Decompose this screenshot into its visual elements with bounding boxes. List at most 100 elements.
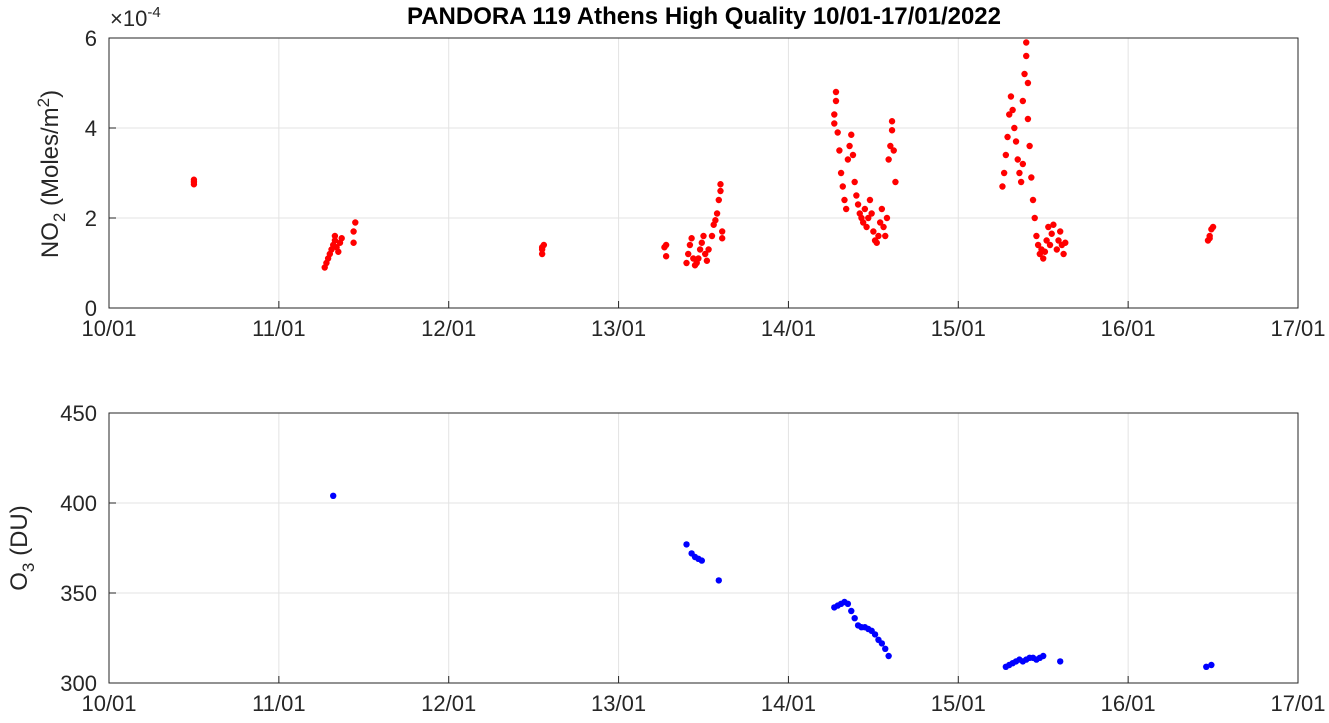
x-tick-label: 15/01 [931, 691, 986, 716]
data-point [844, 156, 852, 163]
y-tick-label: 2 [85, 206, 97, 231]
data-point [834, 129, 841, 136]
data-point [695, 255, 702, 262]
data-point [832, 88, 840, 96]
exponent-power: -4 [147, 4, 160, 21]
data-point [190, 176, 198, 183]
data-point [718, 235, 726, 242]
data-point [1028, 174, 1035, 181]
data-point [331, 232, 339, 240]
data-point [1016, 169, 1023, 177]
data-point [1209, 223, 1217, 231]
y-tick-label: 300 [60, 671, 97, 696]
data-point [836, 147, 843, 154]
data-point [1055, 237, 1062, 244]
data-point [880, 223, 887, 231]
data-point [885, 652, 892, 660]
data-point [887, 142, 894, 150]
chart-title: PANDORA 119 Athens High Quality 10/01-17… [407, 3, 1001, 30]
data-point [876, 219, 884, 226]
data-point [873, 239, 880, 246]
data-point [861, 205, 869, 213]
x-tick-label: 13/01 [591, 691, 646, 716]
data-point [832, 97, 840, 105]
data-point [882, 645, 889, 652]
data-point [1050, 221, 1057, 228]
no2-grid [109, 38, 1298, 308]
data-point [350, 239, 357, 246]
data-point [883, 214, 891, 222]
o3-x-ticks: 10/01 11/01 12/01 13/01 14/01 15/01 16/01 17/01 [81, 676, 1326, 716]
x-tick-label: 17/01 [1270, 316, 1325, 341]
y-tick-label: 6 [85, 26, 97, 51]
data-point [885, 156, 892, 163]
data-point [686, 241, 694, 249]
data-point [703, 257, 711, 264]
data-point [1007, 93, 1015, 100]
x-tick-label: 11/01 [252, 316, 305, 341]
o3-axes-box [108, 412, 1299, 684]
data-point [1029, 196, 1037, 204]
data-point [1023, 39, 1030, 46]
data-point [1011, 124, 1018, 132]
data-point [1043, 237, 1050, 244]
data-point [662, 253, 670, 260]
data-point [1033, 232, 1040, 240]
o3-panel: 10/01 11/01 12/01 13/01 14/01 15/01 16/01 17/01… [6, 401, 1326, 716]
data-point [1041, 248, 1049, 255]
x-tick-label: 16/01 [1101, 316, 1156, 341]
data-point [848, 607, 855, 615]
x-tick-label: 12/01 [421, 316, 476, 341]
data-point [1014, 156, 1021, 163]
data-point [853, 192, 860, 199]
o3-y-ticks: 300 350 400 450 [60, 401, 116, 696]
data-point [1057, 228, 1064, 235]
data-point [870, 228, 877, 235]
data-point [1048, 230, 1055, 237]
y-tick-label: 450 [60, 401, 97, 426]
data-point [999, 183, 1006, 190]
x-tick-label: 10/01 [81, 691, 136, 716]
no2-axes-box [108, 37, 1299, 309]
data-point [1062, 239, 1069, 246]
data-point [685, 250, 692, 258]
no2-panel: 10/01 11/01 12/01 13/01 14/01 15/01 16/01 17/01… [34, 4, 1326, 341]
data-point [338, 235, 345, 242]
data-point [1009, 106, 1016, 114]
data-point [1026, 142, 1033, 150]
data-point [892, 178, 899, 186]
data-point [352, 219, 359, 226]
data-point [1004, 133, 1011, 141]
data-point [701, 250, 709, 258]
data-point [1057, 658, 1064, 665]
data-point [1002, 151, 1010, 159]
data-point [538, 244, 546, 251]
data-point [683, 259, 690, 267]
o3-series [330, 492, 1215, 670]
x-tick-label: 15/01 [931, 316, 986, 341]
data-point [718, 228, 726, 235]
data-point [868, 210, 875, 217]
data-point [844, 600, 852, 607]
data-point [1203, 663, 1210, 670]
data-point [878, 205, 886, 213]
data-point [831, 120, 838, 127]
data-point [841, 196, 848, 204]
data-point [1019, 97, 1027, 105]
data-point [713, 210, 721, 217]
x-tick-label: 16/01 [1101, 691, 1156, 716]
data-point [330, 492, 337, 499]
data-point [698, 557, 706, 564]
x-tick-label: 13/01 [591, 316, 646, 341]
data-point [708, 232, 716, 240]
x-tick-label: 12/01 [421, 691, 476, 716]
data-point [1023, 52, 1030, 60]
data-point [859, 219, 867, 226]
data-point [1000, 169, 1008, 177]
data-point [1006, 111, 1013, 118]
data-point [866, 196, 874, 204]
data-point [1040, 652, 1047, 660]
data-point [871, 631, 879, 638]
data-point [698, 239, 706, 246]
